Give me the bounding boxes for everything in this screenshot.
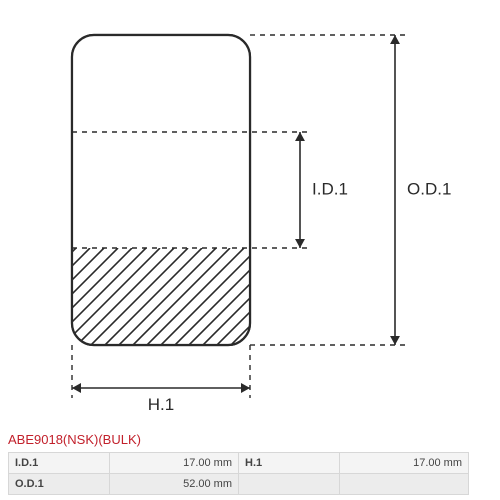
table-row: O.D.1 52.00 mm [9,474,469,495]
svg-text:H.1: H.1 [148,395,174,414]
spec-key: O.D.1 [9,474,110,495]
part-number-title: ABE9018(NSK)(BULK) [8,432,141,447]
spec-value: 52.00 mm [110,474,239,495]
bearing-cross-section-diagram: O.D.1 I.D.1 H.1 [0,0,500,430]
spec-value: 17.00 mm [340,453,469,474]
svg-text:O.D.1: O.D.1 [407,179,451,198]
spec-key: I.D.1 [9,453,110,474]
spec-table: I.D.1 17.00 mm H.1 17.00 mm O.D.1 52.00 … [8,452,469,495]
spec-key [239,474,340,495]
spec-value [340,474,469,495]
svg-text:I.D.1: I.D.1 [312,179,348,198]
table-row: I.D.1 17.00 mm H.1 17.00 mm [9,453,469,474]
spec-key: H.1 [239,453,340,474]
spec-value: 17.00 mm [110,453,239,474]
